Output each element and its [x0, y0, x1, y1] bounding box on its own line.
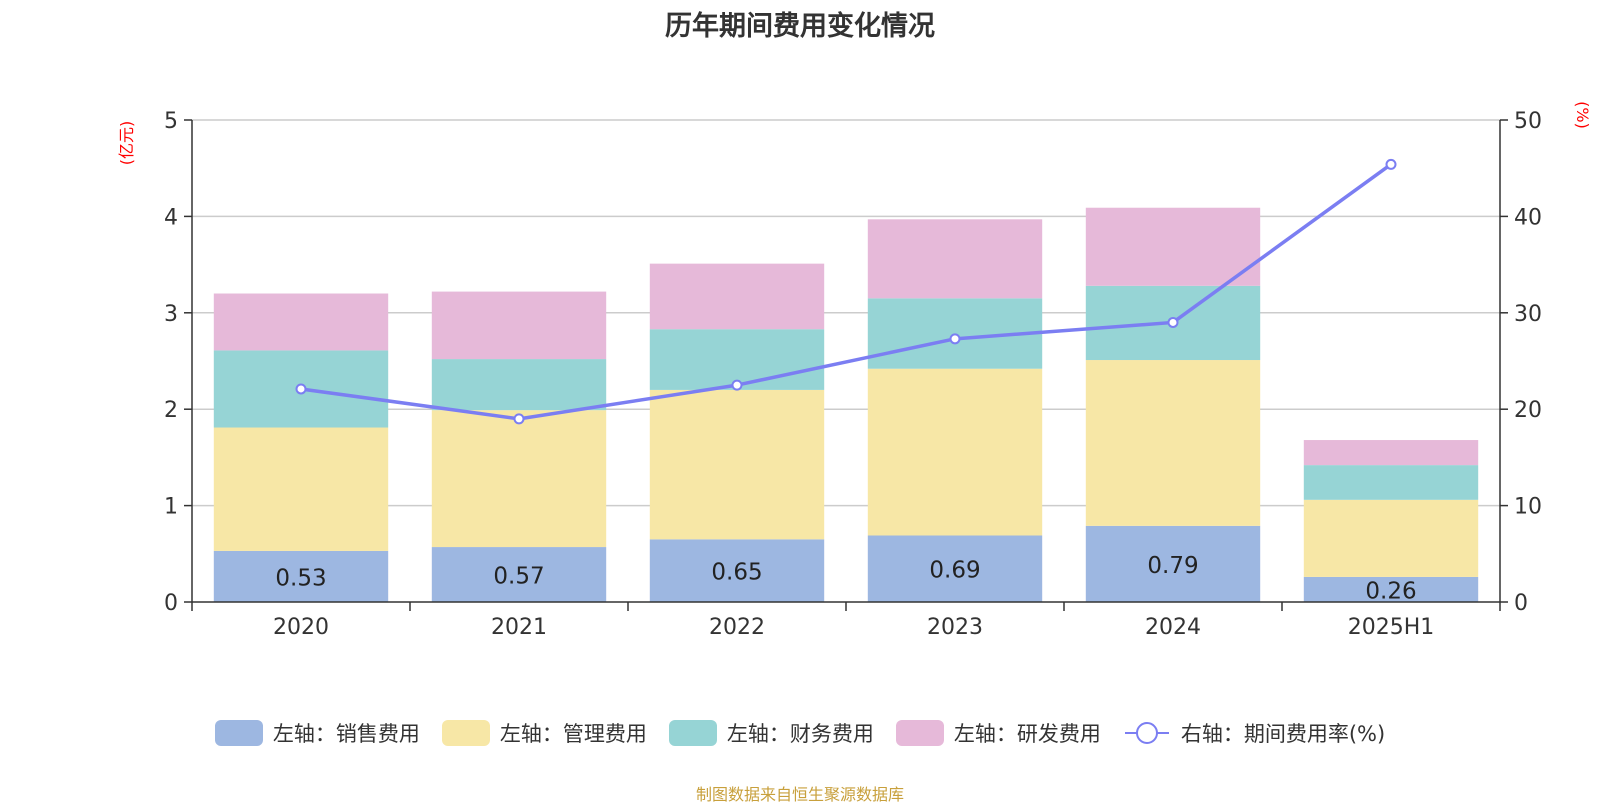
legend-label-rate: 右轴：期间费用率(%) — [1180, 722, 1386, 746]
source-note: 制图数据来自恒生聚源数据库 — [695, 785, 904, 804]
bar-rd — [649, 263, 825, 330]
bar-rd — [1303, 440, 1479, 466]
x-axis-tick-label: 2022 — [709, 615, 765, 640]
left-axis-tick-label: 4 — [164, 205, 178, 230]
bar-sales — [1303, 576, 1479, 602]
grid-lines — [192, 119, 1500, 507]
bar-admin — [1085, 360, 1261, 526]
left-axis-tick-label: 3 — [164, 302, 178, 327]
rate-point — [513, 413, 525, 425]
x-axis-tick-label: 2024 — [1145, 615, 1201, 640]
bar-sales — [431, 547, 607, 602]
bar-sales — [1085, 525, 1261, 602]
rate-line-layer — [295, 158, 1397, 425]
legend-swatch-rate-line-icon — [1124, 722, 1169, 744]
bar-data-label: 0.79 — [1147, 553, 1198, 579]
x-axis-tick-label: 2020 — [273, 615, 329, 640]
x-axis-tick-label: 2021 — [491, 615, 547, 640]
legend-swatch-rd — [895, 720, 944, 746]
bar-sales — [649, 539, 825, 602]
bar-rd — [431, 291, 607, 360]
right-axis-tick-label: 30 — [1514, 302, 1542, 327]
bar-data-label: 0.57 — [493, 564, 544, 590]
rate-line — [300, 162, 1393, 421]
rate-point — [1167, 316, 1179, 328]
left-axis-tick-label: 1 — [164, 495, 178, 520]
right-axis-tick-label: 10 — [1514, 495, 1542, 520]
right-axis-tick-label: 50 — [1514, 109, 1542, 134]
right-axis-unit-label: (%) — [1573, 101, 1592, 129]
bar-admin — [213, 427, 389, 551]
x-axis-tick-label: 2025H1 — [1348, 615, 1435, 640]
rate-point — [295, 383, 307, 395]
legend-label-rd: 左轴：研发费用 — [953, 722, 1101, 746]
rate-point — [949, 333, 961, 345]
data-label-layer: 0.53 0.57 0.65 0.69 0.79 0.26 — [275, 553, 1416, 605]
chart-legend: 左轴：销售费用 左轴：管理费用 左轴：财务费用 左轴：研发费用 右轴：期间费用率… — [0, 718, 1600, 748]
legend-swatch-finance — [668, 720, 717, 746]
legend-swatch-sales — [214, 720, 263, 746]
bar-rd — [213, 293, 389, 351]
right-axis-tick-label: 20 — [1514, 398, 1542, 423]
left-axis-tick-label: 2 — [164, 398, 178, 423]
bar-finance — [431, 359, 607, 411]
legend-label-admin: 左轴：管理费用 — [499, 722, 647, 746]
bar-data-label: 0.65 — [711, 560, 762, 586]
legend-swatch-admin — [441, 720, 490, 746]
x-axis-tick-label: 2023 — [927, 615, 983, 640]
legend-label-finance: 左轴：财务费用 — [726, 722, 874, 746]
rate-point — [731, 379, 743, 391]
right-axis-tick-label: 0 — [1514, 591, 1528, 616]
left-axis-unit-label: (亿元) — [117, 121, 136, 166]
bar-data-label: 0.69 — [929, 558, 980, 584]
chart-title: 历年期间费用变化情况 — [665, 11, 935, 42]
legend-item-sales[interactable]: 左轴：销售费用 — [214, 718, 420, 748]
bar-admin — [867, 368, 1043, 536]
legend-item-admin[interactable]: 左轴：管理费用 — [441, 718, 647, 748]
bar-rd — [1085, 207, 1261, 286]
legend-item-rd[interactable]: 左轴：研发费用 — [895, 718, 1101, 748]
bar-layer — [213, 207, 1479, 602]
bar-admin — [649, 389, 825, 540]
rate-point — [1385, 158, 1397, 170]
bar-admin — [1303, 499, 1479, 577]
right-axis-tick-label: 40 — [1514, 205, 1542, 230]
legend-label-sales: 左轴：销售费用 — [272, 722, 420, 746]
bar-rd — [867, 219, 1043, 299]
bar-data-label: 0.53 — [275, 565, 326, 591]
bar-sales — [867, 535, 1043, 602]
left-axis-tick-label: 5 — [164, 109, 178, 134]
bar-sales — [213, 550, 389, 602]
legend-item-finance[interactable]: 左轴：财务费用 — [668, 718, 874, 748]
bar-admin — [431, 410, 607, 548]
legend-item-rate[interactable]: 右轴：期间费用率(%) — [1123, 718, 1385, 748]
left-axis-tick-label: 0 — [164, 591, 178, 616]
bar-finance — [1303, 465, 1479, 500]
bar-data-label: 0.26 — [1365, 578, 1416, 604]
